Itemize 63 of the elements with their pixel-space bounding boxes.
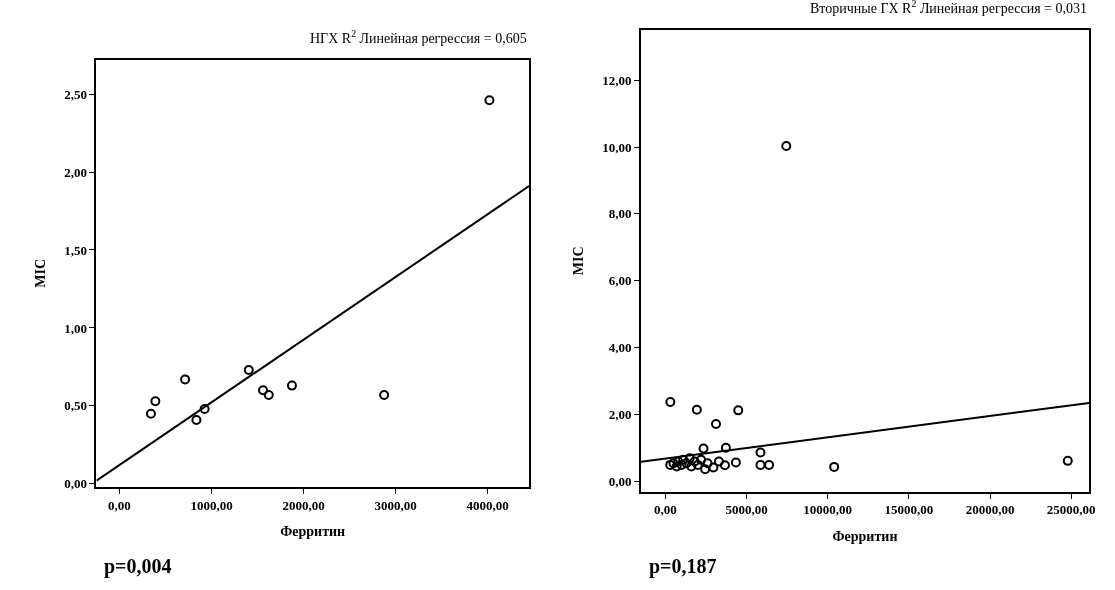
point [1062,455,1073,466]
point [720,442,731,453]
point [199,404,210,415]
y-axis-title: MIC [571,246,587,276]
point [719,460,730,471]
point [755,459,766,470]
y-tick-label: 8,00 [608,206,632,222]
point [180,374,191,385]
point [730,457,741,468]
x-tick-label: 0,00 [108,497,131,513]
point [258,385,269,396]
point [711,419,721,430]
point [691,404,702,415]
y-tick-label: 10,00 [602,139,632,155]
y-tick-label: 1,00 [64,320,87,336]
point [686,461,697,472]
point [696,454,707,465]
chart-title: Вторичные ГХ R$^{2}$ Линейная регрессия = 0,031 [810,0,1087,16]
text: p=0,004 [104,555,172,578]
x-tick-label: 0,00 [653,502,677,518]
point [665,396,676,407]
point [781,141,792,151]
y-tick-label: 2,50 [64,86,87,102]
x-tick-label: 1000,00 [190,497,233,513]
point [698,443,709,454]
point [733,405,744,416]
y-tick-label: 2,00 [64,164,87,180]
x-tick-label: 3000,00 [374,497,417,513]
y-tick-label: 6,00 [608,273,632,289]
point [145,408,156,419]
x-tick-label: 5000,00 [725,502,768,518]
point [700,464,711,475]
x-tick-label: 2000,00 [282,497,325,513]
y-axis-title: MIC [33,258,49,288]
x-tick-label: 25000,00 [1046,502,1096,518]
x-tick-label: 10000,00 [803,502,853,518]
point [150,396,161,407]
text: p=0,187 [649,555,717,578]
point [708,462,719,473]
point [379,389,390,400]
point [263,389,274,400]
x-tick-label: 15000,00 [884,502,934,518]
y-tick-label: 0,00 [64,476,87,492]
chart-title: НГХ R$^{2}$ Линейная регрессия = 0,605 [310,28,527,46]
point [829,461,840,472]
y-tick-label: 12,00 [602,72,632,88]
y-tick-label: 1,50 [64,242,87,258]
y-tick-label: 2,00 [608,407,632,423]
y-tick-label: 4,00 [608,340,632,356]
point [764,459,775,470]
point [286,380,297,391]
point [702,458,713,469]
point [755,447,766,458]
x-tick-label: 4000,00 [466,497,509,513]
x-axis-title: Ферритин [832,529,898,545]
y-tick-label: 0,50 [64,398,87,414]
point [713,456,724,467]
y-tick-label: 0,00 [608,474,632,490]
x-axis-title: Ферритин [280,524,346,540]
point [484,95,495,106]
point [191,414,202,425]
point [243,365,254,376]
x-tick-label: 20000,00 [965,502,1015,518]
